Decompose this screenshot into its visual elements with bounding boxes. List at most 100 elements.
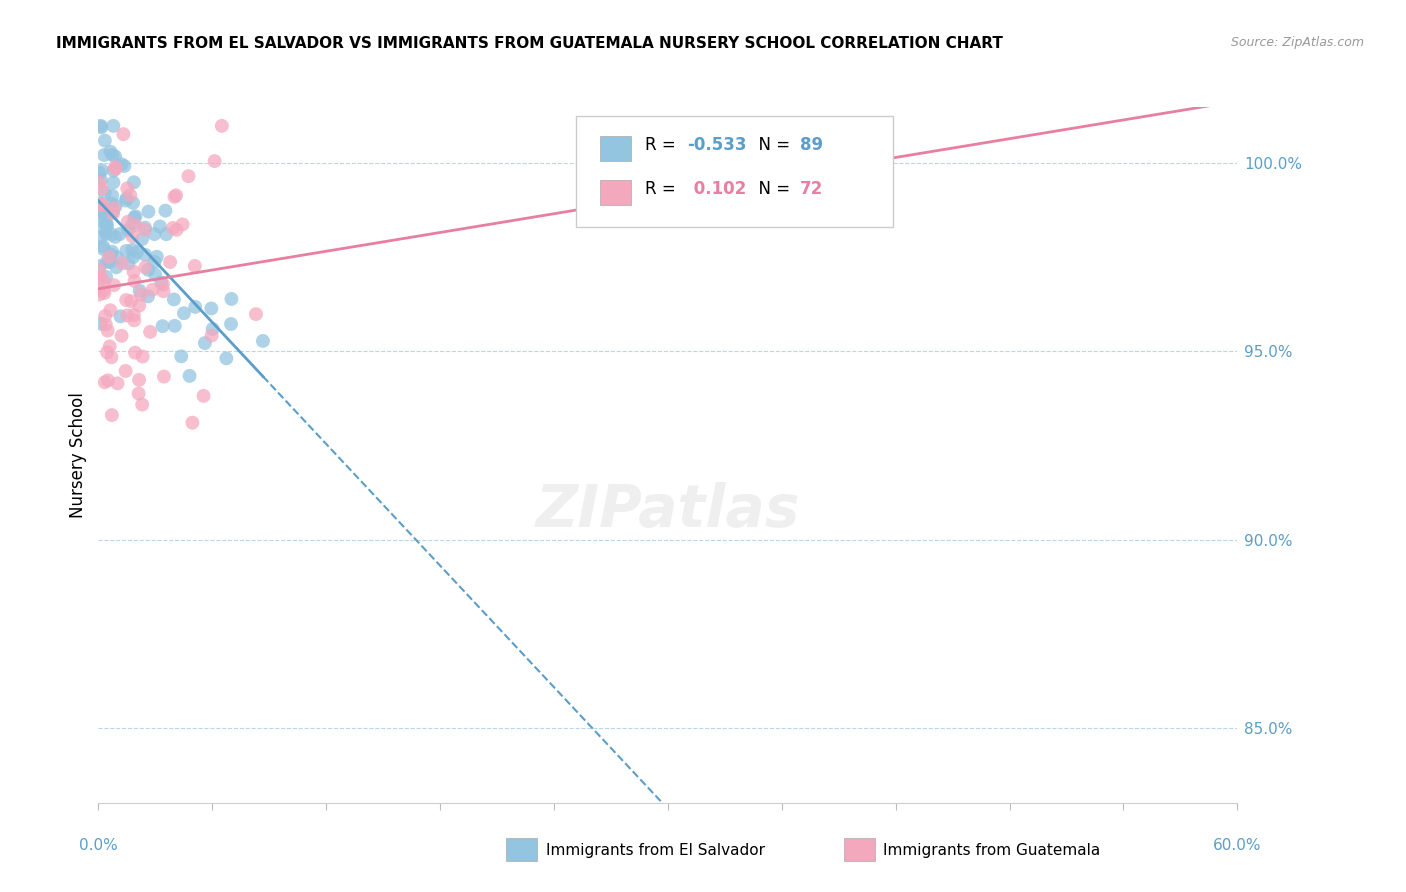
Text: 0.102: 0.102 — [688, 180, 745, 198]
Point — [181, 416, 204, 430]
Point — [101, 244, 124, 259]
Point — [96, 255, 118, 269]
Point — [105, 251, 128, 265]
Point — [89, 231, 111, 245]
Point — [89, 259, 111, 273]
Point — [117, 215, 139, 229]
Point — [89, 262, 111, 277]
Point — [124, 211, 146, 225]
Point — [104, 199, 127, 213]
Point — [245, 307, 267, 321]
Point — [89, 166, 111, 180]
Point — [184, 259, 207, 273]
Point — [122, 265, 145, 279]
Text: 0.0%: 0.0% — [79, 838, 118, 853]
Text: R =: R = — [645, 136, 682, 153]
Point — [93, 285, 115, 300]
Point — [90, 204, 112, 219]
Point — [112, 127, 135, 141]
Point — [124, 345, 146, 359]
Point — [100, 350, 122, 364]
Point — [110, 328, 132, 343]
Point — [163, 293, 186, 307]
Point — [219, 317, 242, 331]
Point — [103, 176, 125, 190]
Point — [155, 227, 177, 242]
Point — [101, 188, 124, 202]
Text: N =: N = — [748, 136, 796, 153]
Point — [100, 247, 122, 261]
Point — [89, 287, 111, 301]
Point — [252, 334, 274, 348]
Point — [100, 196, 122, 211]
Point — [94, 269, 117, 284]
Point — [172, 218, 194, 232]
Point — [100, 145, 122, 159]
Text: ZIPatlas: ZIPatlas — [536, 482, 800, 539]
Text: Immigrants from El Salvador: Immigrants from El Salvador — [546, 843, 765, 857]
Point — [131, 398, 153, 412]
Point — [96, 217, 118, 231]
Point — [94, 186, 117, 200]
Point — [184, 300, 207, 314]
Point — [117, 223, 139, 237]
Point — [93, 242, 115, 256]
Point — [194, 336, 217, 351]
Point — [96, 219, 118, 234]
Point — [89, 196, 111, 211]
Point — [170, 349, 193, 363]
Point — [104, 230, 127, 244]
Point — [91, 239, 114, 253]
Point — [134, 223, 156, 237]
Text: Source: ZipAtlas.com: Source: ZipAtlas.com — [1230, 36, 1364, 49]
Point — [112, 159, 135, 173]
Point — [97, 373, 120, 387]
Point — [122, 216, 145, 230]
Point — [100, 227, 122, 242]
Point — [93, 276, 115, 290]
Point — [122, 175, 145, 189]
Point — [143, 255, 166, 269]
Text: N =: N = — [748, 180, 796, 198]
Point — [128, 386, 150, 401]
Point — [200, 301, 222, 316]
Point — [103, 163, 125, 178]
Point — [128, 373, 150, 387]
Point — [107, 376, 129, 391]
Point — [90, 270, 112, 285]
Point — [94, 376, 117, 390]
Point — [98, 255, 121, 269]
Point — [221, 292, 243, 306]
Point — [94, 134, 117, 148]
Point — [103, 119, 125, 133]
Point — [143, 268, 166, 282]
Point — [143, 227, 166, 241]
Point — [204, 154, 226, 169]
Point — [122, 308, 145, 322]
Point — [138, 204, 160, 219]
Point — [134, 248, 156, 262]
Point — [117, 256, 139, 270]
Point — [122, 250, 145, 264]
Point — [97, 250, 120, 264]
Text: IMMIGRANTS FROM EL SALVADOR VS IMMIGRANTS FROM GUATEMALA NURSERY SCHOOL CORRELAT: IMMIGRANTS FROM EL SALVADOR VS IMMIGRANT… — [56, 36, 1002, 51]
Point — [90, 120, 112, 135]
Point — [122, 195, 145, 210]
Point — [104, 160, 127, 174]
Point — [173, 306, 195, 320]
Point — [131, 350, 153, 364]
Point — [150, 276, 173, 290]
Point — [108, 227, 131, 241]
Point — [201, 322, 224, 336]
Point — [104, 161, 127, 176]
Point — [93, 284, 115, 298]
Point — [114, 364, 136, 378]
Point — [124, 274, 146, 288]
Point — [97, 324, 120, 338]
Point — [89, 212, 111, 227]
Point — [152, 277, 174, 292]
Point — [94, 215, 117, 229]
Point — [211, 119, 233, 133]
Point — [90, 173, 112, 187]
Point — [162, 220, 184, 235]
